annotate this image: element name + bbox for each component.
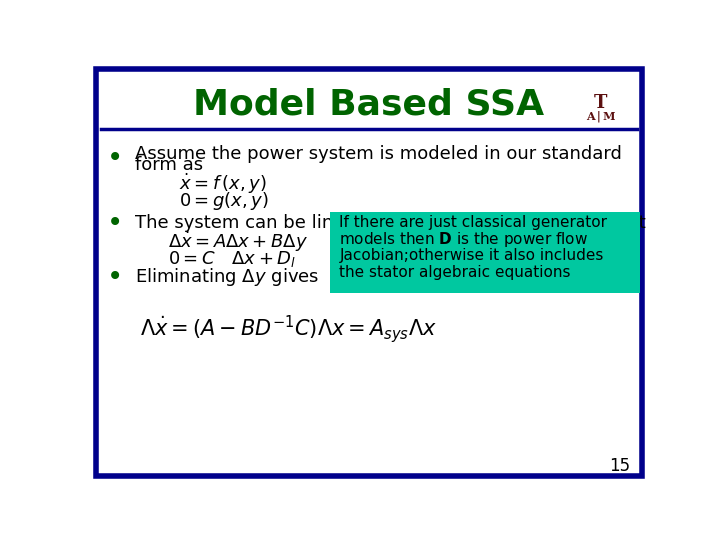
Text: $\Delta\dot{x}= A\Delta x + B\Delta y$: $\Delta\dot{x}= A\Delta x + B\Delta y$ [168, 230, 308, 254]
Text: models then $\mathbf{D}$ is the power flow: models then $\mathbf{D}$ is the power fl… [339, 230, 588, 248]
Text: T: T [594, 93, 607, 112]
Text: $0 = g(x,y)$: $0 = g(x,y)$ [179, 190, 269, 212]
Text: $0 = C \quad \Delta x + D_l$: $0 = C \quad \Delta x + D_l$ [168, 249, 296, 269]
Text: Assume the power system is modeled in our standard: Assume the power system is modeled in ou… [135, 145, 621, 163]
Text: form as: form as [135, 157, 203, 174]
Text: $\Lambda\dot{x}= \left(A - BD^{-1}C\right)\Lambda x = A_{sys}\Lambda x$: $\Lambda\dot{x}= \left(A - BD^{-1}C\righ… [140, 313, 437, 345]
Text: 15: 15 [610, 457, 631, 475]
Text: $\dot{x}= f\,(x,y)$: $\dot{x}= f\,(x,y)$ [179, 172, 267, 196]
FancyBboxPatch shape [330, 212, 639, 294]
Text: •: • [107, 144, 123, 172]
Text: The system can be linearized about an equilibrium point: The system can be linearized about an eq… [135, 214, 645, 232]
Text: If there are just classical generator: If there are just classical generator [339, 215, 608, 230]
Text: Model Based SSA: Model Based SSA [194, 87, 544, 122]
FancyBboxPatch shape [96, 69, 642, 476]
Text: Eliminating $\Delta y$ gives: Eliminating $\Delta y$ gives [135, 266, 319, 288]
Text: A | M: A | M [586, 110, 616, 122]
Text: •: • [107, 209, 123, 237]
Text: Jacobian;otherwise it also includes: Jacobian;otherwise it also includes [339, 248, 604, 263]
Text: •: • [107, 263, 123, 291]
Text: the stator algebraic equations: the stator algebraic equations [339, 265, 571, 280]
